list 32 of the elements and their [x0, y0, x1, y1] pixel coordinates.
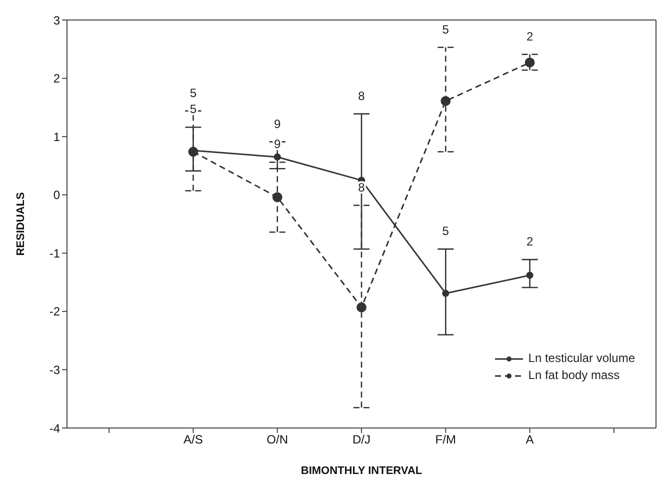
y-tick-label: 1: [53, 130, 60, 144]
y-axis-title: RESIDUALS: [14, 192, 27, 256]
y-tick-label: -2: [49, 304, 60, 319]
y-tick-label: 2: [53, 72, 60, 86]
legend-label: Ln fat body mass: [528, 367, 620, 384]
annotation: 5: [190, 86, 197, 100]
point: [356, 302, 366, 312]
annotation: 5: [442, 224, 450, 238]
legend-label: Ln testicular volume: [528, 350, 635, 367]
annotation: 9: [274, 116, 282, 131]
point: [272, 192, 282, 202]
x-tick-label: A: [526, 432, 534, 447]
point: [442, 290, 450, 297]
annotation: 5: [190, 102, 197, 116]
y-tick-label: 3: [53, 13, 60, 28]
annotation: 2: [526, 29, 534, 44]
point: [526, 272, 534, 279]
x-tick-label: D/J: [352, 432, 370, 447]
y-tick-label: -3: [49, 362, 60, 377]
point: [274, 153, 281, 161]
x-tick-label: O/N: [266, 432, 288, 447]
annotation: 8: [358, 88, 366, 103]
point: [524, 58, 535, 68]
y-tick-label: -4: [49, 421, 60, 436]
y-tick-label: -1: [49, 246, 60, 260]
x-axis-title: BIMONTHLY INTERVAL: [300, 465, 422, 477]
annotation: 5: [442, 22, 450, 36]
y-tick-label: 0: [53, 188, 60, 202]
annotation: 2: [526, 234, 534, 249]
point: [440, 96, 451, 106]
x-tick-label: A/S: [184, 432, 203, 447]
x-tick-label: F/M: [435, 432, 456, 447]
